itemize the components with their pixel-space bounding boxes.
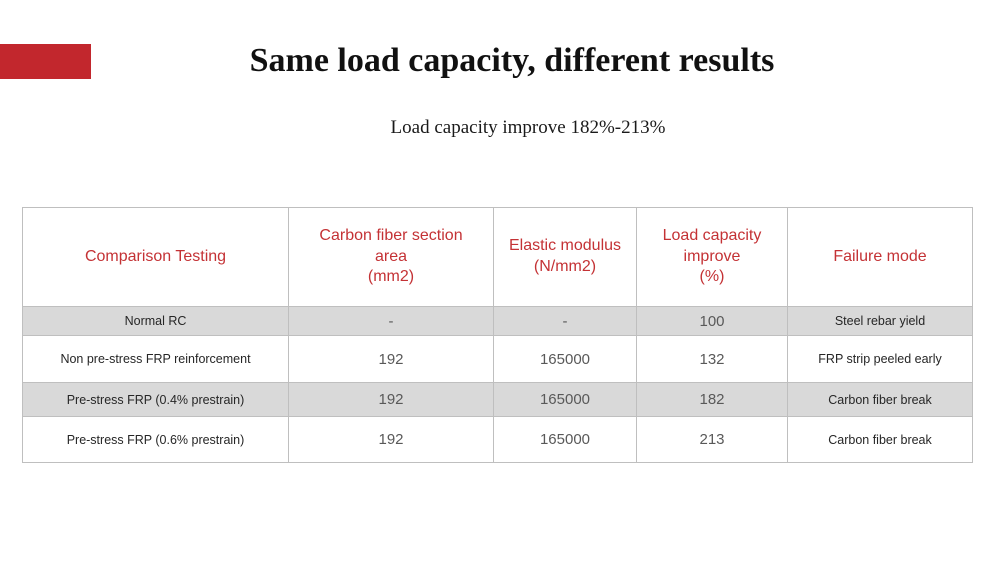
slide-title: Same load capacity, different results xyxy=(249,42,775,79)
header-line: Comparison Testing xyxy=(84,247,227,265)
header-line: (mm2) xyxy=(367,268,415,286)
header-line: area xyxy=(374,247,408,265)
col-header-load-capacity: Load capacity improve (%) xyxy=(636,207,788,307)
cell-failure-mode: FRP strip peeled early xyxy=(787,335,973,383)
col-header-comparison-testing: Comparison Testing xyxy=(22,207,289,307)
table-row-normal-rc: Normal RC - - 100 Steel rebar yield xyxy=(22,306,973,336)
cell-carbon-area: - xyxy=(288,306,494,336)
cell-load-capacity: 100 xyxy=(636,306,788,336)
table-row-prestress-04: Pre-stress FRP (0.4% prestrain) 192 1650… xyxy=(22,382,973,417)
col-header-carbon-fiber-area: Carbon fiber section area (mm2) xyxy=(288,207,494,307)
header-line: Failure mode xyxy=(833,247,927,265)
cell-load-capacity: 182 xyxy=(636,382,788,417)
header-line: (%) xyxy=(699,268,725,286)
cell-test-name: Pre-stress FRP (0.6% prestrain) xyxy=(22,416,289,463)
header-line: Elastic modulus xyxy=(508,237,622,255)
cell-carbon-area: 192 xyxy=(288,335,494,383)
col-header-elastic-modulus: Elastic modulus (N/mm2) xyxy=(493,207,637,307)
cell-failure-mode: Carbon fiber break xyxy=(787,382,973,417)
header-line: improve xyxy=(683,247,741,265)
cell-elastic-modulus: 165000 xyxy=(493,335,637,383)
comparison-table: Comparison Testing Carbon fiber section … xyxy=(22,207,973,463)
cell-failure-mode: Carbon fiber break xyxy=(787,416,973,463)
cell-failure-mode: Steel rebar yield xyxy=(787,306,973,336)
cell-test-name: Pre-stress FRP (0.4% prestrain) xyxy=(22,382,289,417)
header-line: (N/mm2) xyxy=(533,258,597,275)
cell-load-capacity: 132 xyxy=(636,335,788,383)
col-header-failure-mode: Failure mode xyxy=(787,207,973,307)
cell-load-capacity: 213 xyxy=(636,416,788,463)
slide-subtitle: Load capacity improve 182%-213% xyxy=(390,117,666,138)
accent-bar xyxy=(0,44,91,79)
table-row-non-prestress: Non pre-stress FRP reinforcement 192 165… xyxy=(22,335,973,383)
table-row-prestress-06: Pre-stress FRP (0.6% prestrain) 192 1650… xyxy=(22,416,973,463)
cell-carbon-area: 192 xyxy=(288,416,494,463)
cell-test-name: Normal RC xyxy=(22,306,289,336)
cell-elastic-modulus: 165000 xyxy=(493,382,637,417)
table-header-row: Comparison Testing Carbon fiber section … xyxy=(22,207,973,307)
header-line: Load capacity xyxy=(662,226,762,244)
cell-carbon-area: 192 xyxy=(288,382,494,417)
cell-elastic-modulus: - xyxy=(493,306,637,336)
cell-elastic-modulus: 165000 xyxy=(493,416,637,463)
cell-test-name: Non pre-stress FRP reinforcement xyxy=(22,335,289,383)
header-line: Carbon fiber section xyxy=(319,226,463,244)
